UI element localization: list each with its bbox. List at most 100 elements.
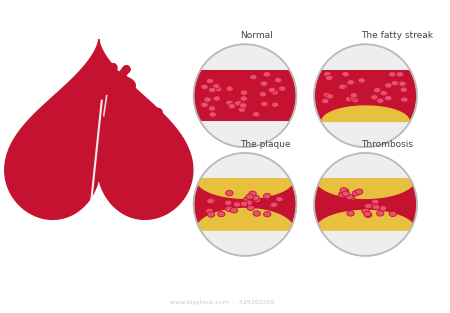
Ellipse shape <box>261 101 268 107</box>
Ellipse shape <box>226 190 233 196</box>
Ellipse shape <box>351 97 359 103</box>
Ellipse shape <box>356 189 363 194</box>
Text: The fatty streak: The fatty streak <box>360 31 432 40</box>
Ellipse shape <box>226 86 234 91</box>
Ellipse shape <box>380 90 387 96</box>
Polygon shape <box>314 179 417 200</box>
Ellipse shape <box>279 86 286 91</box>
Polygon shape <box>314 209 417 230</box>
Ellipse shape <box>228 104 236 109</box>
Text: www.bigstock.com  ·  425262209: www.bigstock.com · 425262209 <box>170 300 274 305</box>
Ellipse shape <box>240 90 248 95</box>
Ellipse shape <box>321 98 329 104</box>
Ellipse shape <box>208 106 216 111</box>
Ellipse shape <box>396 72 404 77</box>
Ellipse shape <box>259 91 267 97</box>
Ellipse shape <box>371 95 378 100</box>
Ellipse shape <box>207 212 215 217</box>
Circle shape <box>314 44 417 147</box>
Ellipse shape <box>377 211 384 216</box>
Ellipse shape <box>339 84 346 90</box>
Ellipse shape <box>214 86 222 92</box>
Ellipse shape <box>226 100 233 105</box>
Ellipse shape <box>243 197 251 202</box>
Ellipse shape <box>346 194 353 200</box>
Ellipse shape <box>372 199 379 205</box>
Ellipse shape <box>270 202 278 208</box>
Text: The plaque: The plaque <box>240 140 291 149</box>
Ellipse shape <box>342 188 349 194</box>
Ellipse shape <box>388 72 396 77</box>
Ellipse shape <box>339 192 347 197</box>
Ellipse shape <box>246 194 253 199</box>
Circle shape <box>314 153 417 256</box>
Ellipse shape <box>270 203 277 208</box>
Ellipse shape <box>342 191 350 197</box>
Ellipse shape <box>379 206 387 211</box>
Ellipse shape <box>399 81 406 86</box>
Ellipse shape <box>201 102 208 107</box>
Ellipse shape <box>238 107 246 112</box>
Circle shape <box>314 153 417 256</box>
Ellipse shape <box>342 71 349 77</box>
Ellipse shape <box>271 90 278 95</box>
FancyBboxPatch shape <box>314 179 417 230</box>
Ellipse shape <box>208 198 216 203</box>
Ellipse shape <box>347 195 355 201</box>
Ellipse shape <box>240 96 248 101</box>
FancyBboxPatch shape <box>194 179 297 230</box>
FancyBboxPatch shape <box>194 70 297 121</box>
FancyBboxPatch shape <box>314 179 417 230</box>
Ellipse shape <box>362 208 369 214</box>
Ellipse shape <box>358 78 365 83</box>
Ellipse shape <box>252 195 259 201</box>
Ellipse shape <box>389 211 396 217</box>
Ellipse shape <box>234 100 242 106</box>
Ellipse shape <box>352 191 360 196</box>
Ellipse shape <box>349 95 357 100</box>
Ellipse shape <box>364 211 371 217</box>
Ellipse shape <box>260 81 268 86</box>
Ellipse shape <box>400 97 408 102</box>
Ellipse shape <box>384 95 392 101</box>
Ellipse shape <box>247 205 255 211</box>
Ellipse shape <box>350 93 358 98</box>
Ellipse shape <box>373 204 380 210</box>
Ellipse shape <box>240 201 248 207</box>
Ellipse shape <box>206 208 213 213</box>
Text: Normal: Normal <box>240 31 273 40</box>
Polygon shape <box>5 39 193 219</box>
Ellipse shape <box>364 212 372 218</box>
Ellipse shape <box>377 98 384 104</box>
Ellipse shape <box>249 191 256 197</box>
Ellipse shape <box>201 84 208 90</box>
Polygon shape <box>196 208 294 230</box>
Ellipse shape <box>217 211 225 217</box>
Ellipse shape <box>207 198 214 204</box>
Ellipse shape <box>206 78 214 84</box>
Ellipse shape <box>239 103 247 108</box>
Ellipse shape <box>385 83 392 88</box>
Text: Thrombosis: Thrombosis <box>360 140 413 149</box>
Circle shape <box>194 153 297 256</box>
Ellipse shape <box>324 71 331 77</box>
Ellipse shape <box>252 111 260 117</box>
Circle shape <box>194 153 297 256</box>
Ellipse shape <box>209 112 216 117</box>
Ellipse shape <box>268 87 275 93</box>
Ellipse shape <box>208 87 216 93</box>
Circle shape <box>194 44 297 147</box>
Ellipse shape <box>204 97 211 102</box>
Ellipse shape <box>345 96 353 102</box>
Ellipse shape <box>347 80 355 85</box>
Ellipse shape <box>274 77 282 83</box>
Ellipse shape <box>326 94 333 99</box>
Polygon shape <box>196 179 294 198</box>
Ellipse shape <box>325 75 333 80</box>
Ellipse shape <box>324 92 331 98</box>
Ellipse shape <box>245 200 253 205</box>
Ellipse shape <box>213 96 220 101</box>
Ellipse shape <box>340 84 348 89</box>
Ellipse shape <box>340 188 347 193</box>
Circle shape <box>194 44 297 147</box>
